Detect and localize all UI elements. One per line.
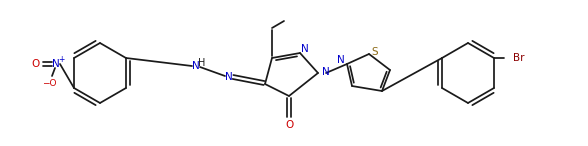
- Text: Br: Br: [513, 53, 524, 63]
- Text: S: S: [371, 47, 377, 57]
- Text: N: N: [338, 55, 345, 65]
- Text: N: N: [192, 61, 200, 71]
- Text: O: O: [285, 120, 293, 130]
- Text: N: N: [225, 72, 233, 82]
- Text: −O: −O: [42, 79, 56, 87]
- Text: O: O: [31, 59, 39, 69]
- Text: +: +: [58, 55, 64, 65]
- Text: N: N: [52, 59, 60, 69]
- Text: N: N: [301, 44, 309, 54]
- Text: N: N: [322, 67, 330, 77]
- Text: H: H: [198, 58, 206, 68]
